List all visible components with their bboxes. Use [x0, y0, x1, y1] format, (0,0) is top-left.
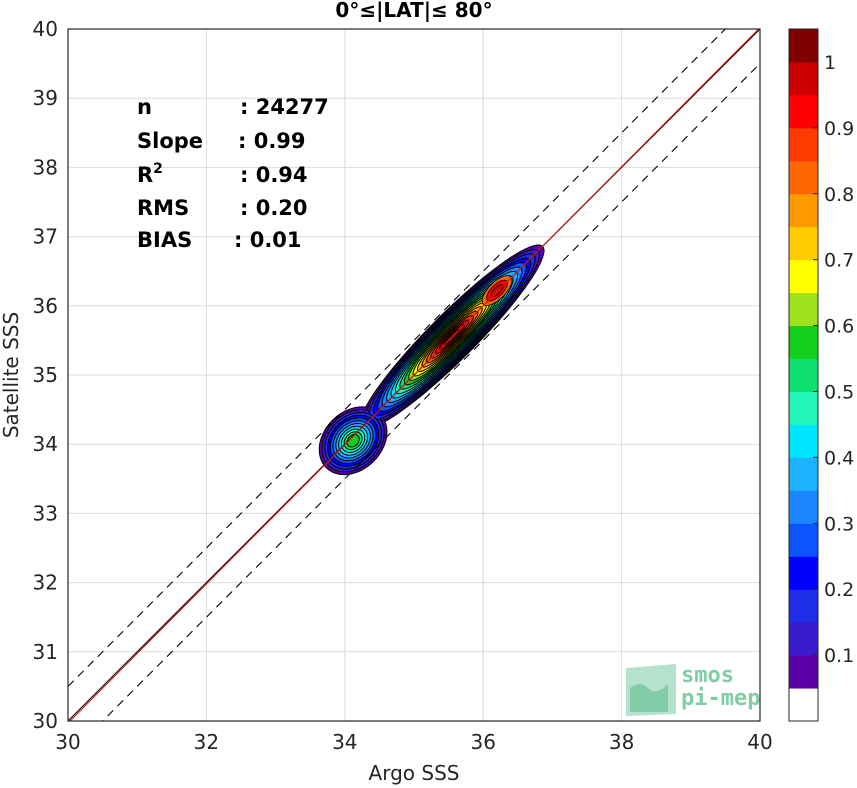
colorbar-segment	[789, 292, 818, 327]
colorbar	[788, 28, 819, 722]
y-tick-label: 30	[33, 709, 58, 733]
x-tick-label: 38	[609, 730, 634, 754]
colorbar-tick-label: 0.1	[824, 645, 854, 667]
statistics-box: n : 24277 Slope : 0.99 R2 : 0.94 RMS : 0.20 BIAS…	[137, 95, 329, 252]
colorbar-tick-label: 0.8	[824, 184, 854, 206]
colorbar-segment	[789, 556, 818, 590]
colorbar-segment	[789, 424, 818, 458]
stat-label: BIAS	[137, 228, 192, 252]
colorbar-tick-label: 0.6	[824, 316, 854, 338]
x-axis-label: Argo SSS	[369, 761, 460, 785]
line-offset-minus	[101, 63, 760, 721]
colorbar-segment	[789, 61, 818, 96]
y-tick-label: 34	[33, 432, 58, 456]
y-tick-label: 39	[33, 86, 58, 110]
colorbar-segment	[789, 29, 818, 63]
colorbar-segment	[789, 94, 818, 129]
stat-value: : 0.01	[234, 228, 302, 252]
logo-wave-icon	[630, 684, 668, 712]
colorbar-segment	[789, 259, 818, 294]
stat-label: n	[137, 95, 152, 119]
colorbar-tick-label: 0.7	[824, 250, 854, 272]
x-tick-label: 30	[55, 730, 80, 754]
logo-line2: pi-mep	[681, 686, 760, 711]
colorbar-segment	[789, 523, 818, 557]
x-tick-label: 36	[470, 730, 495, 754]
chart-title: 0°≤|LAT|≤ 80°	[335, 0, 492, 22]
colorbar-ticks: 0.1 0.2 0.3 0.4 0.5 0.6 0.7 0.8 0.9 1	[813, 52, 854, 667]
plot-frame	[67, 28, 761, 722]
colorbar-segment	[789, 127, 818, 162]
colorbar-segment	[789, 193, 818, 228]
y-tick-label: 37	[33, 225, 58, 249]
y-tick-label: 31	[33, 640, 58, 664]
stat-label: Slope	[137, 129, 203, 153]
colorbar-segment	[789, 160, 818, 195]
stat-value: : 0.94	[240, 163, 308, 187]
stat-label: R2	[137, 161, 163, 187]
x-tick-label: 34	[332, 730, 357, 754]
colorbar-tick-label: 0.5	[824, 381, 854, 403]
stat-value: : 0.20	[240, 196, 308, 220]
contour-level-peak	[490, 284, 504, 297]
colorbar-segment	[789, 655, 818, 689]
logo-line1: smos	[681, 663, 734, 688]
colorbar-segment	[789, 457, 818, 491]
x-tick-label: 40	[747, 730, 772, 754]
colorbar-tick-label: 0.3	[824, 513, 854, 535]
colorbar-frame	[788, 28, 819, 722]
stat-label: RMS	[137, 196, 189, 220]
y-axis-ticks: 30 31 32 33 34 35 36 37 38 39 40	[33, 17, 58, 733]
stat-value: : 0.99	[238, 129, 306, 153]
y-tick-label: 33	[33, 501, 58, 525]
y-tick-label: 32	[33, 571, 58, 595]
y-tick-label: 35	[33, 363, 58, 387]
smos-pi-mep-logo: smos pi-mep	[626, 663, 760, 716]
line-regression	[69, 29, 760, 721]
contour-level-secondary	[346, 434, 360, 448]
x-tick-label: 32	[194, 730, 219, 754]
colorbar-tick-label: 0.9	[824, 118, 854, 140]
colorbar-segment	[789, 589, 818, 623]
x-axis-ticks: 30 32 34 36 38 40	[55, 730, 772, 754]
colorbar-segment	[789, 688, 818, 722]
colorbar-segment	[789, 226, 818, 261]
colorbar-segment	[789, 622, 818, 656]
y-tick-label: 38	[33, 155, 58, 179]
line-offset-plus	[68, 29, 727, 687]
colorbar-segment	[789, 490, 818, 524]
reference-lines	[68, 29, 760, 721]
colorbar-tick-label: 0.2	[824, 579, 854, 601]
y-tick-label: 40	[33, 17, 58, 41]
y-axis-label: Satellite SSS	[0, 312, 23, 438]
y-tick-label: 36	[33, 294, 58, 318]
colorbar-tick-label: 0.4	[824, 447, 854, 469]
colorbar-segment	[789, 325, 818, 360]
stat-value: : 24277	[240, 95, 329, 119]
stat-superscript: 2	[153, 161, 163, 177]
colorbar-tick-label: 1	[824, 52, 836, 74]
colorbar-segment	[789, 391, 818, 425]
colorbar-segment	[789, 358, 818, 392]
